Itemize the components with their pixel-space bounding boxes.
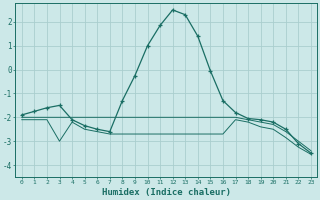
X-axis label: Humidex (Indice chaleur): Humidex (Indice chaleur) bbox=[102, 188, 231, 197]
